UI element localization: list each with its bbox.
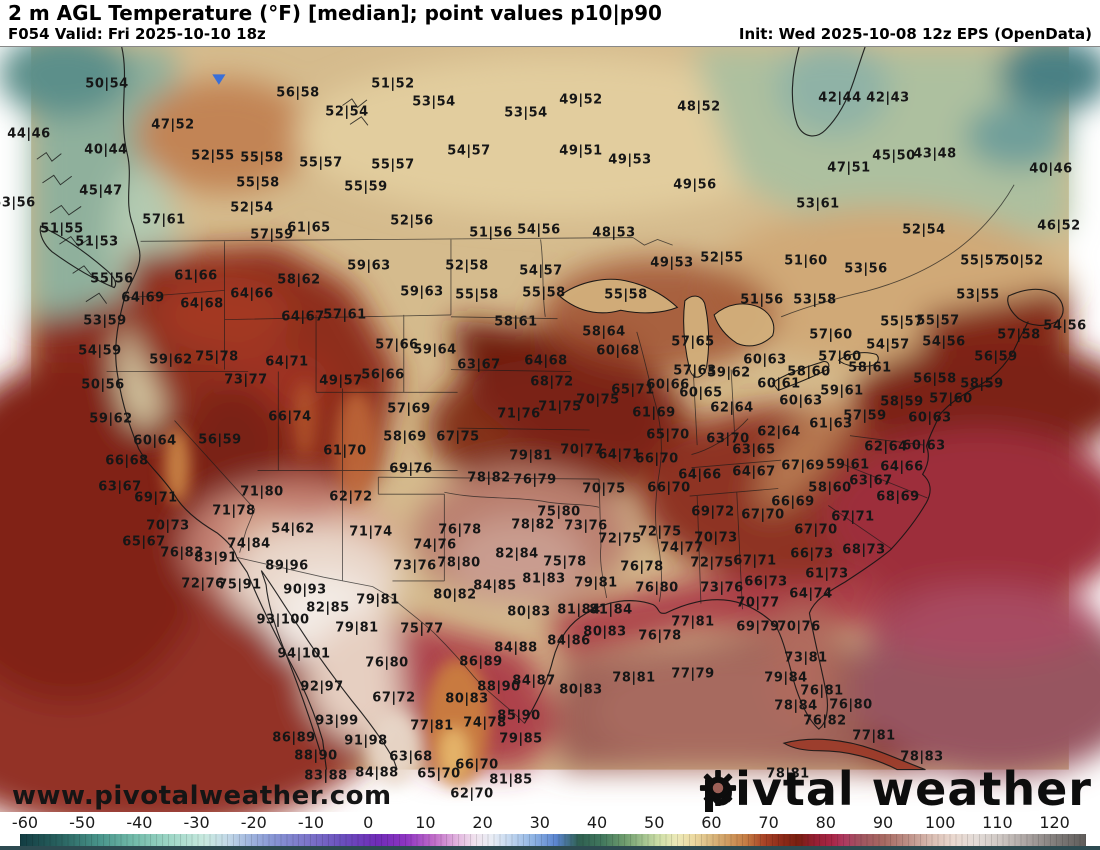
colorbar-gradient (20, 834, 1086, 846)
map-title: 2 m AGL Temperature (°F) [median]; point… (8, 1, 662, 25)
colorbar-tick-label: 30 (529, 813, 550, 832)
colorbar-tick-label: 90 (872, 813, 894, 832)
great-lakes (558, 278, 879, 392)
temperature-field (0, 47, 1100, 812)
colorbar-tick-label: 50 (644, 813, 665, 832)
colorbar-tick-label: -50 (69, 813, 96, 832)
header: 2 m AGL Temperature (°F) [median]; point… (0, 0, 1100, 46)
gear-icon (700, 769, 737, 807)
colorbar-tick-label: -40 (126, 813, 153, 832)
colorbar-tick-label: 100 (924, 813, 956, 832)
colorbar: -60 -50 -40 -30 -20 -10 0 10 20 30 40 50 60 70 80 90 100… (0, 812, 1100, 850)
coastline (39, 47, 1064, 771)
logo-text-right: tal weather (782, 762, 1092, 812)
lake-marker-icon (212, 74, 226, 85)
colorbar-tick-label: 60 (701, 813, 722, 832)
colorbar-tick-label: -10 (297, 813, 325, 832)
colorbar-tick-label: 20 (472, 813, 493, 832)
pivotal-weather-logo: piv tal weather (700, 762, 1092, 812)
init-time: Init: Wed 2025-10-08 12z EPS (OpenData) (738, 25, 1092, 43)
colorbar-tick-label: 80 (815, 813, 836, 832)
colorbar-tick-label: 40 (586, 813, 608, 832)
watermark: www.pivotalweather.com (12, 781, 392, 811)
valid-time: F054 Valid: Fri 2025-10-10 18z (8, 25, 266, 43)
colorbar-tick-label: -30 (183, 813, 210, 832)
colorbar-ticks: -60 -50 -40 -30 -20 -10 0 10 20 30 40 50 60 70 80 90 100… (0, 812, 1100, 832)
colorbar-tick-label: 110 (982, 813, 1013, 832)
colorbar-baseline (0, 846, 1100, 850)
state-borders (106, 184, 1015, 724)
terrain-hatching (36, 98, 369, 304)
colorbar-tick-label: -60 (11, 813, 39, 832)
map-canvas[interactable]: 50|54 56|58 51|52 53|54 49|52 53|54 48|52 42|44… (0, 46, 1100, 812)
colorbar-tick-label: 70 (758, 813, 779, 832)
colorbar-tick-label: -20 (240, 813, 267, 832)
colorbar-tick-label: 120 (1039, 813, 1070, 832)
colorbar-tick-label: 0 (363, 813, 374, 832)
colorbar-tick-label: 10 (415, 813, 436, 832)
